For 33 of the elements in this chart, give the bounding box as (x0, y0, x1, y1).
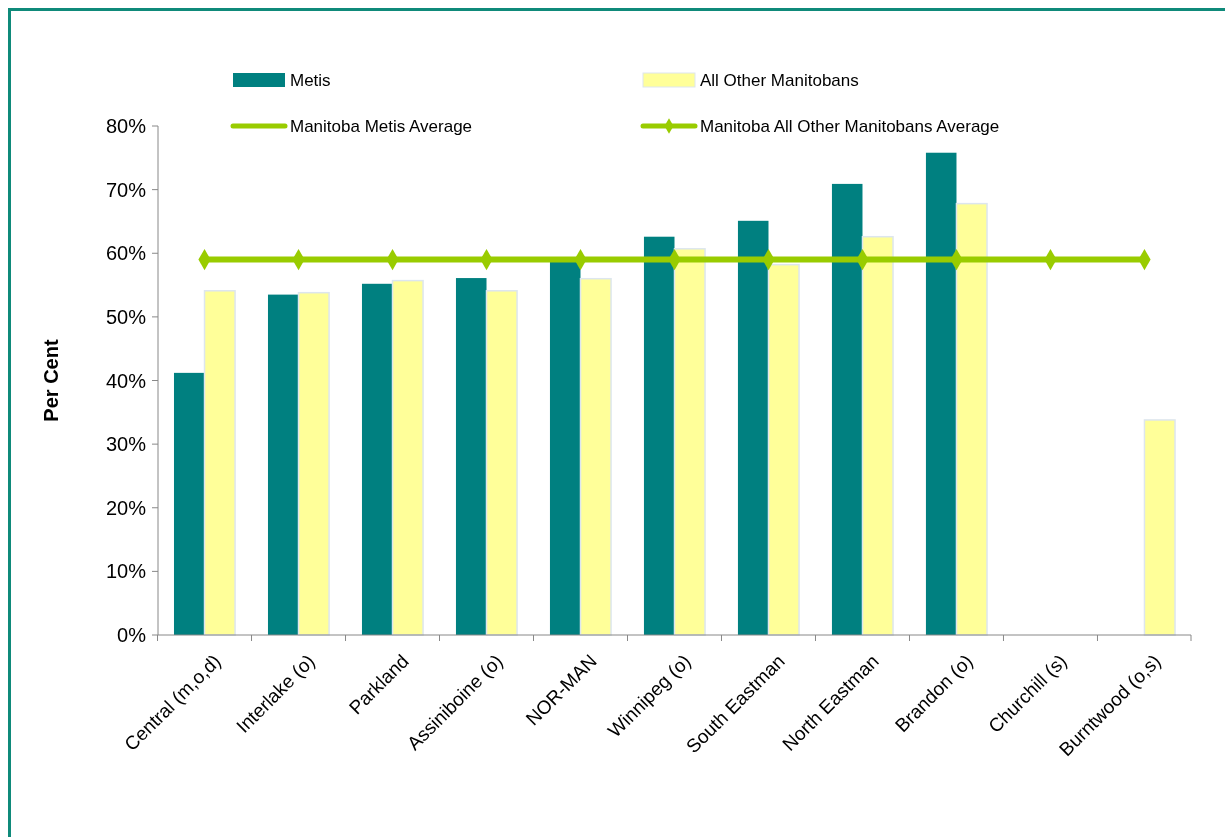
bar (455, 278, 487, 635)
y-tick-label: 20% (105, 496, 147, 519)
y-tick-label: 60% (105, 242, 147, 265)
bar (737, 220, 769, 635)
bar (549, 260, 581, 635)
bar (391, 279, 424, 636)
bar (673, 248, 706, 636)
bar (361, 283, 393, 635)
legend-label: Manitoba Metis Average (290, 116, 473, 136)
bar (579, 277, 612, 636)
legend-label: Metis (290, 70, 331, 90)
bar (925, 152, 957, 635)
bar (643, 236, 675, 635)
legend-label: Manitoba All Other Manitobans Average (700, 116, 1000, 136)
y-tick-label: 80% (105, 115, 147, 137)
y-axis-title: Per Cent (40, 339, 62, 422)
y-tick-label: 40% (105, 369, 147, 392)
y-tick-label: 50% (105, 305, 147, 328)
bar (955, 202, 988, 636)
bar (767, 263, 800, 636)
bar (173, 372, 205, 635)
y-tick-label: 70% (105, 178, 147, 201)
bar (297, 291, 330, 636)
bar (485, 290, 518, 636)
y-tick-label: 0% (117, 624, 147, 646)
bar (267, 294, 299, 635)
y-tick-label: 30% (105, 433, 147, 456)
bar (203, 290, 236, 636)
bar (861, 235, 894, 636)
bar (831, 183, 863, 635)
bar (1143, 419, 1176, 636)
legend-label: All Other Manitobans (700, 70, 859, 90)
y-tick-label: 10% (105, 560, 147, 583)
